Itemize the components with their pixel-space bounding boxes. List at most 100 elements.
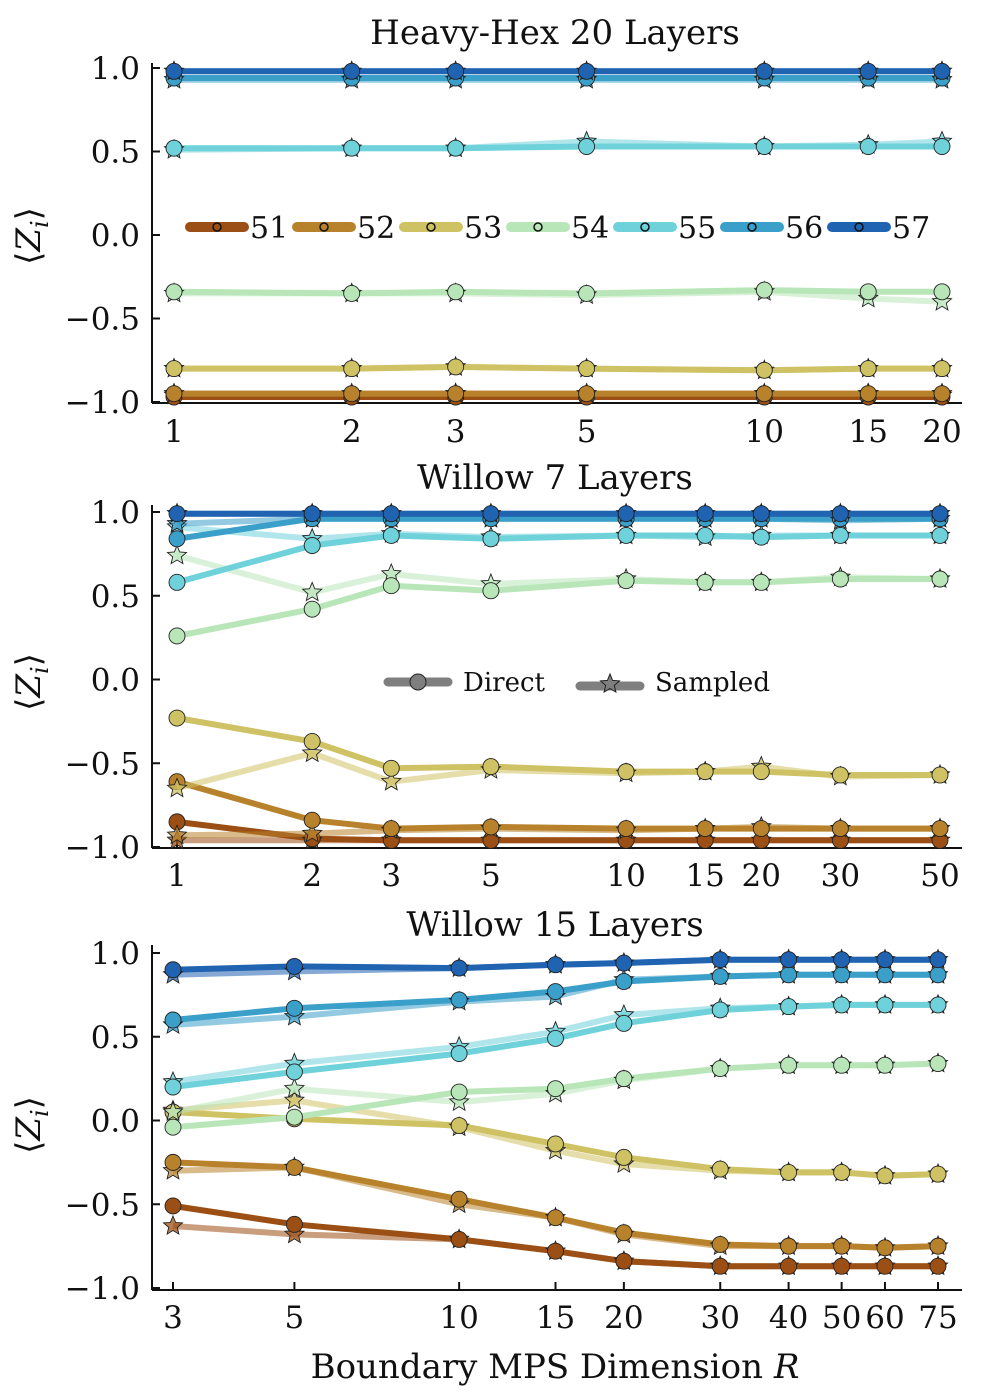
svg-text:⟨Zi⟩: ⟨Zi⟩ — [9, 207, 54, 265]
legend-marker-51 — [212, 222, 222, 232]
panel-2: 1.0 0.5 0.0 −0.5 −1.0 1 2 3 5 10 15 20 30 50 — [65, 495, 962, 894]
x-tick-label: 10 — [745, 414, 784, 450]
y-label-sub: i — [26, 666, 54, 674]
series-52-direct-point — [752, 820, 770, 838]
y-tick-label: −0.5 — [65, 1187, 140, 1223]
series-51-sampled-point — [283, 1223, 306, 1244]
series-56-direct-point — [168, 530, 186, 548]
panel-title-heavy-hex: Heavy-Hex 20 Layers — [370, 13, 740, 53]
series-55-direct-point — [165, 139, 183, 157]
series-56-direct-point — [450, 991, 468, 1009]
series-53-direct-point — [780, 1163, 798, 1181]
series-52 — [163, 382, 953, 403]
series-56-direct-point — [547, 983, 564, 1000]
legend-sampled-marker — [599, 672, 621, 694]
series-55-direct-point — [859, 138, 877, 155]
series-51-direct-point — [833, 1257, 851, 1275]
series-55-direct-point — [833, 996, 851, 1014]
series-55-direct-line — [174, 143, 942, 152]
series-55-direct-point — [382, 527, 400, 544]
series-53-direct-point — [833, 1163, 851, 1181]
series-54-sampled-point — [162, 1100, 184, 1122]
y-tick-label: 0.0 — [91, 218, 140, 254]
series-52-direct-point — [382, 820, 400, 838]
y-tick-label: −1.0 — [65, 385, 140, 421]
series-54-direct-point — [831, 570, 849, 588]
series-52-direct-point — [285, 1158, 303, 1176]
series-54-direct-point — [447, 283, 465, 301]
series-51-direct-point — [164, 1197, 182, 1215]
series-56-direct-point — [833, 966, 851, 984]
series-53-direct-point — [752, 763, 770, 781]
series-51-direct-point — [615, 1252, 633, 1270]
series-53-sampled-point — [380, 770, 402, 791]
y-label-close: ⟩ — [9, 653, 49, 666]
series-54-direct-point — [578, 285, 596, 302]
series-55-direct-point — [617, 527, 635, 544]
y-label-main: Z — [9, 227, 49, 253]
legend-direct-marker — [409, 673, 427, 691]
series-54-sampled-point — [448, 1090, 470, 1112]
series-57-direct-point — [164, 961, 182, 979]
y-tick-label: 1.0 — [91, 51, 140, 87]
series-53-direct-point — [617, 763, 635, 781]
series-54-direct-point — [876, 1056, 894, 1074]
series-56-direct-point — [876, 966, 894, 984]
series-54-direct-point — [755, 281, 773, 299]
series-53-direct-point — [931, 766, 949, 784]
series-55-direct-point — [547, 1029, 564, 1047]
x-tick-label: 50 — [822, 1300, 861, 1336]
x-tick-label: 60 — [865, 1300, 904, 1336]
series-53-direct-point — [482, 758, 500, 776]
series-57-direct-point — [931, 505, 949, 523]
series-54-direct-point — [931, 570, 949, 588]
series-53-direct-line — [176, 715, 940, 778]
series-54-direct-point — [615, 1070, 633, 1088]
legend-entry-55: 55 — [613, 211, 716, 246]
legend-label-54: 54 — [571, 211, 609, 246]
series-54-direct-point — [382, 577, 400, 595]
series-53-direct-point — [382, 759, 400, 777]
series-56-direct-line — [172, 971, 938, 1023]
series-52-direct-point — [547, 1209, 564, 1227]
legend-marker-54 — [533, 222, 543, 232]
x-tick-label: 20 — [922, 414, 961, 450]
series-52-direct-point — [780, 1237, 798, 1255]
series-51-direct-point — [285, 1215, 303, 1233]
series-53-direct-point — [578, 360, 596, 378]
y-axis-label-1: ⟨Zi⟩ — [9, 207, 54, 265]
legend-entry-57: 57 — [827, 211, 930, 246]
series-55-direct-point — [929, 996, 947, 1014]
legend-marker-56 — [747, 222, 757, 232]
x-label-var: R — [773, 1347, 800, 1387]
series-53-direct-point — [450, 1117, 468, 1134]
series-57 — [166, 502, 951, 523]
legend-entry-52: 52 — [292, 211, 395, 246]
series-52-direct-point — [929, 1237, 947, 1255]
series-57-direct-point — [165, 62, 183, 80]
series-54-sampled-point — [931, 290, 953, 311]
x-tick-label: 5 — [577, 414, 597, 450]
series-53-direct-line — [172, 1109, 939, 1179]
series-55-direct-point — [711, 1001, 729, 1019]
series-52-direct-point — [303, 811, 321, 829]
series-55 — [166, 515, 951, 591]
series-57 — [162, 948, 949, 984]
legend-direct-label: Direct — [463, 668, 546, 698]
x-axis-label: Boundary MPS Dimension R — [311, 1347, 800, 1387]
series-52 — [166, 773, 951, 845]
x-tick-label: 10 — [439, 1300, 478, 1336]
series-51 — [166, 813, 951, 850]
series-54 — [162, 1052, 949, 1136]
series-56-direct-point — [780, 966, 798, 984]
series-54-direct-point — [303, 600, 321, 618]
series-54-direct-point — [859, 283, 877, 301]
legend-marker-52 — [319, 222, 329, 232]
x-tick-label: 15 — [849, 414, 888, 450]
y-tick-label: −0.5 — [65, 302, 140, 338]
legend-entry-51: 51 — [185, 211, 288, 246]
series-57-direct-point — [780, 951, 798, 969]
series-54-direct-point — [164, 1118, 182, 1136]
series-55-direct-point — [933, 138, 951, 155]
series-53-direct-point — [876, 1167, 894, 1185]
